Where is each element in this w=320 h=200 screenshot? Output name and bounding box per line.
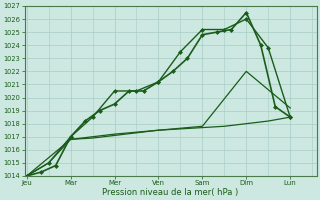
X-axis label: Pression niveau de la mer( hPa ): Pression niveau de la mer( hPa ) — [102, 188, 239, 197]
